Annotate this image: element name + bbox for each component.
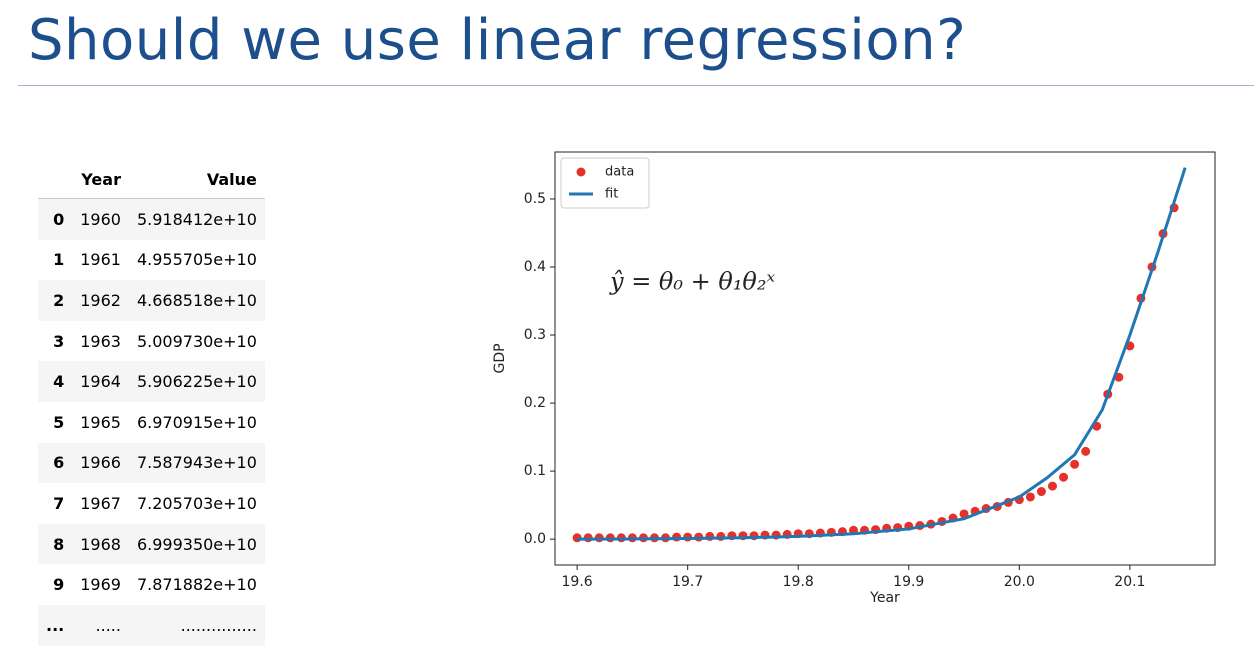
table-cell: 1961 [80, 250, 121, 270]
y-tick-label: 0.3 [524, 327, 546, 343]
table-row: ....................... [38, 604, 265, 646]
table-row: 9 1969 7.871882e+10 [38, 564, 265, 605]
table-cell: 1967 [80, 493, 121, 513]
data-point [1036, 487, 1046, 497]
table-cell: 9 [53, 575, 65, 595]
x-tick-label: 19.9 [893, 574, 924, 590]
table-row: 2 1962 4.668518e+10 [38, 280, 265, 321]
y-tick-label: 0.2 [524, 395, 546, 411]
plot-frame [554, 151, 1216, 566]
table-row: 6 1966 7.587943e+10 [38, 442, 265, 484]
table-cell: ... [38, 604, 73, 646]
table-cell: 2 [38, 280, 73, 321]
table-cell: 5.918412e+10 [128, 198, 265, 240]
x-tick-label: 20.1 [1114, 574, 1145, 590]
column-header: Value [128, 160, 265, 199]
table-row: 3 1963 5.009730e+10 [38, 321, 265, 362]
legend-label: data [605, 165, 634, 180]
table-cell: 1965 [80, 412, 121, 432]
table-cell: 7 [53, 493, 65, 513]
fit-line [577, 167, 1187, 541]
x-tick-label: 20.0 [1004, 574, 1035, 590]
table-cell: 5.009730e+10 [136, 331, 257, 351]
y-tick-label: 0.4 [524, 259, 546, 275]
legend-marker [576, 167, 586, 177]
table-row: 0 1960 5.918412e+10 [38, 198, 265, 240]
column-header [38, 160, 73, 199]
table-cell: 3 [53, 331, 65, 351]
table-cell: 1969 [80, 575, 121, 595]
column-header: Year [72, 160, 129, 199]
y-tick-label: 0.1 [524, 463, 546, 479]
legend-label: fit [605, 187, 618, 202]
table-cell: 5 [53, 412, 65, 432]
equation: ŷ = θ₀ + θ₁θ₂ˣ [609, 268, 776, 296]
table-cell: 7.587943e+10 [128, 442, 265, 484]
table-row: 1 1961 4.955705e+10 [38, 240, 265, 281]
table-cell: 6.970915e+10 [136, 412, 257, 432]
x-tick-label: 19.7 [672, 574, 703, 590]
y-tick-label: 0.0 [524, 531, 546, 547]
table-cell: 1963 [80, 331, 121, 351]
table-row: 8 1968 6.999350e+10 [38, 523, 265, 565]
y-tick-label: 0.5 [524, 191, 546, 207]
table-cell: ............... [128, 604, 265, 646]
table-cell: 5.906225e+10 [128, 361, 265, 402]
table-cell: 6 [38, 442, 73, 484]
x-tick-label: 19.8 [783, 574, 814, 590]
table-cell: 4 [38, 361, 73, 402]
table-cell: 1962 [72, 280, 129, 321]
table-row: 7 1967 7.205703e+10 [38, 483, 265, 524]
table-cell: 1968 [72, 523, 129, 565]
table-cell: 4.955705e+10 [136, 250, 257, 270]
table-row: 5 1965 6.970915e+10 [38, 402, 265, 443]
table-header: Year Value [38, 160, 265, 199]
data-point [959, 509, 969, 519]
table-cell: 1 [53, 250, 65, 270]
table-cell: 7.871882e+10 [136, 575, 257, 595]
table-cell: 4.668518e+10 [128, 280, 265, 321]
table-cell: ..... [72, 604, 129, 646]
data-point [1059, 472, 1069, 482]
table-row: 4 1964 5.906225e+10 [38, 361, 265, 402]
data-point [1047, 481, 1057, 491]
table-cell: 7.205703e+10 [136, 493, 257, 513]
x-axis-label: Year [869, 590, 900, 606]
y-axis-label: GDP [492, 343, 508, 373]
data-point [1081, 446, 1091, 456]
data-point [1025, 492, 1035, 502]
table-cell: 6.999350e+10 [128, 523, 265, 565]
table-cell: 1964 [72, 361, 129, 402]
table-cell: 8 [38, 523, 73, 565]
slide-title: Should we use linear regression? [28, 8, 967, 73]
data-table: Year Value 0 1960 5.918412e+10 1 1961 4.955705e… [38, 160, 265, 646]
x-tick-label: 19.6 [562, 574, 593, 590]
table-cell: 0 [38, 198, 73, 240]
data-point [1070, 459, 1080, 469]
title-rule [18, 85, 1254, 86]
table-cell: 1966 [72, 442, 129, 484]
table-cell: 1960 [72, 198, 129, 240]
